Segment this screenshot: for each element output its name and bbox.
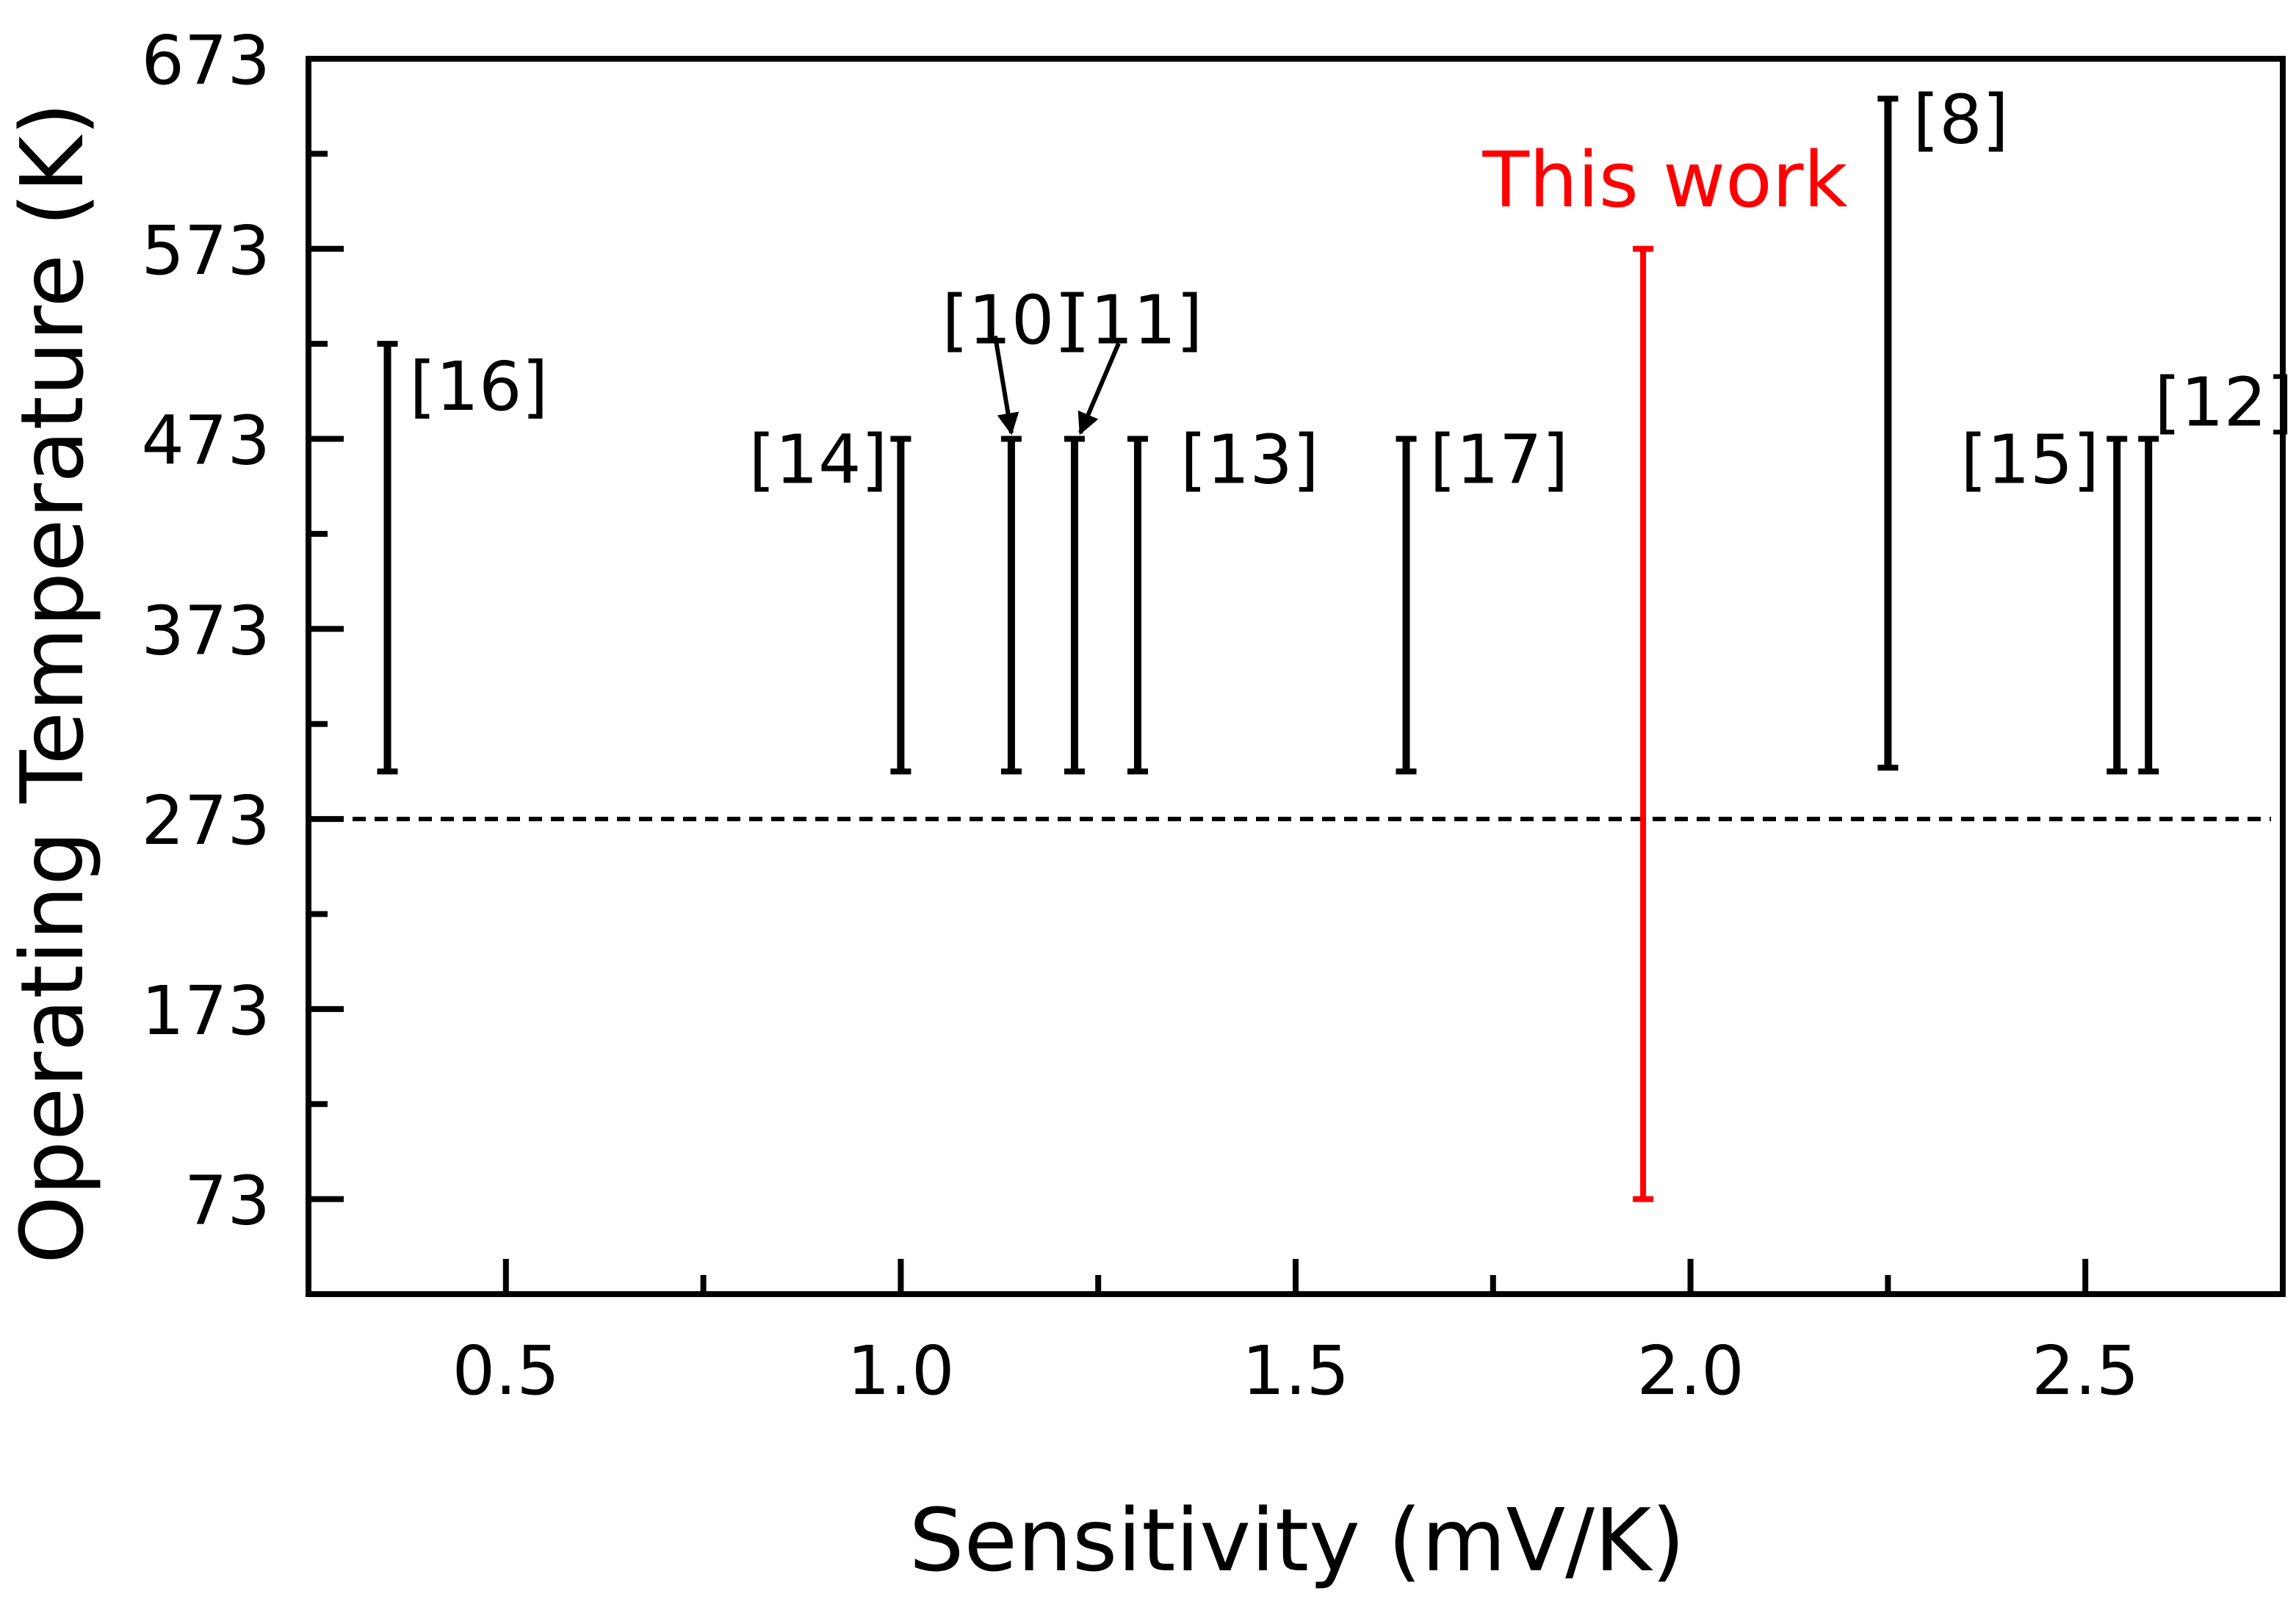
- x-tick-label: 1.0: [847, 1332, 954, 1410]
- annotation-arrow-10: [992, 336, 1019, 436]
- plot-frame: [306, 56, 2286, 1297]
- range-label-8: [8]: [1913, 80, 2008, 159]
- range-label-this-work: This work: [1481, 135, 1847, 225]
- range-label-17: [17]: [1430, 421, 1569, 499]
- y-tick-label: 573: [141, 212, 270, 290]
- range-label-11: [11]: [1064, 281, 1203, 360]
- range-label-10: [10]: [942, 281, 1080, 360]
- y-axis-title: Operating Temperature (K): [1, 102, 103, 1264]
- plot-area: 0.5 1.0 1.5 2.0 2.5 73 173 273 373 473 573 673 [16] […: [141, 21, 2293, 1410]
- annotation-arrow-11: [1077, 342, 1121, 436]
- x-tick-label: 0.5: [452, 1332, 560, 1410]
- range-label-16: [16]: [410, 347, 549, 426]
- y-tick-label: 273: [141, 781, 270, 860]
- range-label-14: [14]: [749, 421, 888, 499]
- y-tick-label: 673: [141, 21, 270, 100]
- x-tick-label: 2.5: [2032, 1332, 2139, 1410]
- range-label-12: [12]: [2154, 364, 2293, 442]
- y-tick-label: 73: [184, 1162, 270, 1241]
- x-tick-label: 1.5: [1242, 1332, 1349, 1410]
- x-tick-label: 2.0: [1636, 1332, 1744, 1410]
- y-tick-label: 173: [141, 972, 270, 1050]
- x-axis-title: Sensitivity (mV/K): [909, 1489, 1686, 1591]
- range-label-13: [13]: [1180, 421, 1319, 499]
- range-label-15: [15]: [1960, 421, 2099, 499]
- y-tick-label: 473: [141, 402, 270, 480]
- y-tick-label: 373: [141, 591, 270, 670]
